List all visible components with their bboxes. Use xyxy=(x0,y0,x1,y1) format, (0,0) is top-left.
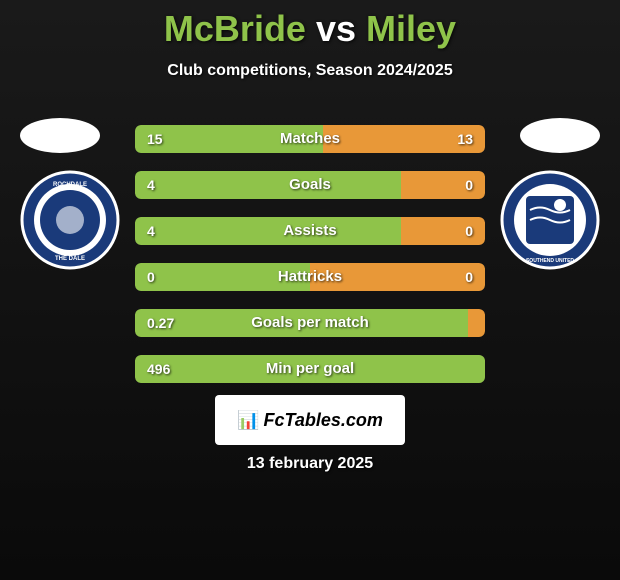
stat-value-right: 0 xyxy=(465,217,473,245)
southend-badge-icon: SOUTHEND UNITED xyxy=(500,170,600,270)
subtitle-text: Club competitions, Season 2024/2025 xyxy=(0,62,620,80)
stat-label: Assists xyxy=(135,217,485,245)
vs-text: vs xyxy=(316,8,356,49)
stat-label: Hattricks xyxy=(135,263,485,291)
stat-row: 4Assists0 xyxy=(135,217,485,245)
stat-label: Matches xyxy=(135,125,485,153)
svg-text:SOUTHEND UNITED: SOUTHEND UNITED xyxy=(526,258,574,264)
stat-value-right: 0 xyxy=(465,263,473,291)
rochdale-badge-icon: ROCHDALE THE DALE xyxy=(20,170,120,270)
club-badge-left: ROCHDALE THE DALE xyxy=(20,170,120,270)
stat-row: 496Min per goal xyxy=(135,355,485,383)
player1-silhouette xyxy=(20,118,100,153)
stat-value-right: 0 xyxy=(465,171,473,199)
footer-date: 13 february 2025 xyxy=(0,455,620,473)
player2-silhouette xyxy=(520,118,600,153)
stat-row: 4Goals0 xyxy=(135,171,485,199)
brand-text: FcTables.com xyxy=(264,410,383,431)
player1-name: McBride xyxy=(164,8,306,49)
stat-label: Min per goal xyxy=(135,355,485,383)
stat-label: Goals per match xyxy=(135,309,485,337)
club-badge-right: SOUTHEND UNITED xyxy=(500,170,600,270)
stat-value-right: 13 xyxy=(457,125,473,153)
stat-label: Goals xyxy=(135,171,485,199)
svg-text:ROCHDALE: ROCHDALE xyxy=(53,182,87,188)
stat-row: 15Matches13 xyxy=(135,125,485,153)
chart-icon: 📊 xyxy=(237,410,259,431)
stats-container: 15Matches134Goals04Assists00Hattricks00.… xyxy=(135,125,485,401)
footer-brand: 📊 FcTables.com xyxy=(215,395,405,445)
stat-row: 0.27Goals per match xyxy=(135,309,485,337)
svg-text:THE DALE: THE DALE xyxy=(55,256,85,262)
comparison-title: McBride vs Miley xyxy=(0,0,620,50)
stat-row: 0Hattricks0 xyxy=(135,263,485,291)
player2-name: Miley xyxy=(366,8,456,49)
